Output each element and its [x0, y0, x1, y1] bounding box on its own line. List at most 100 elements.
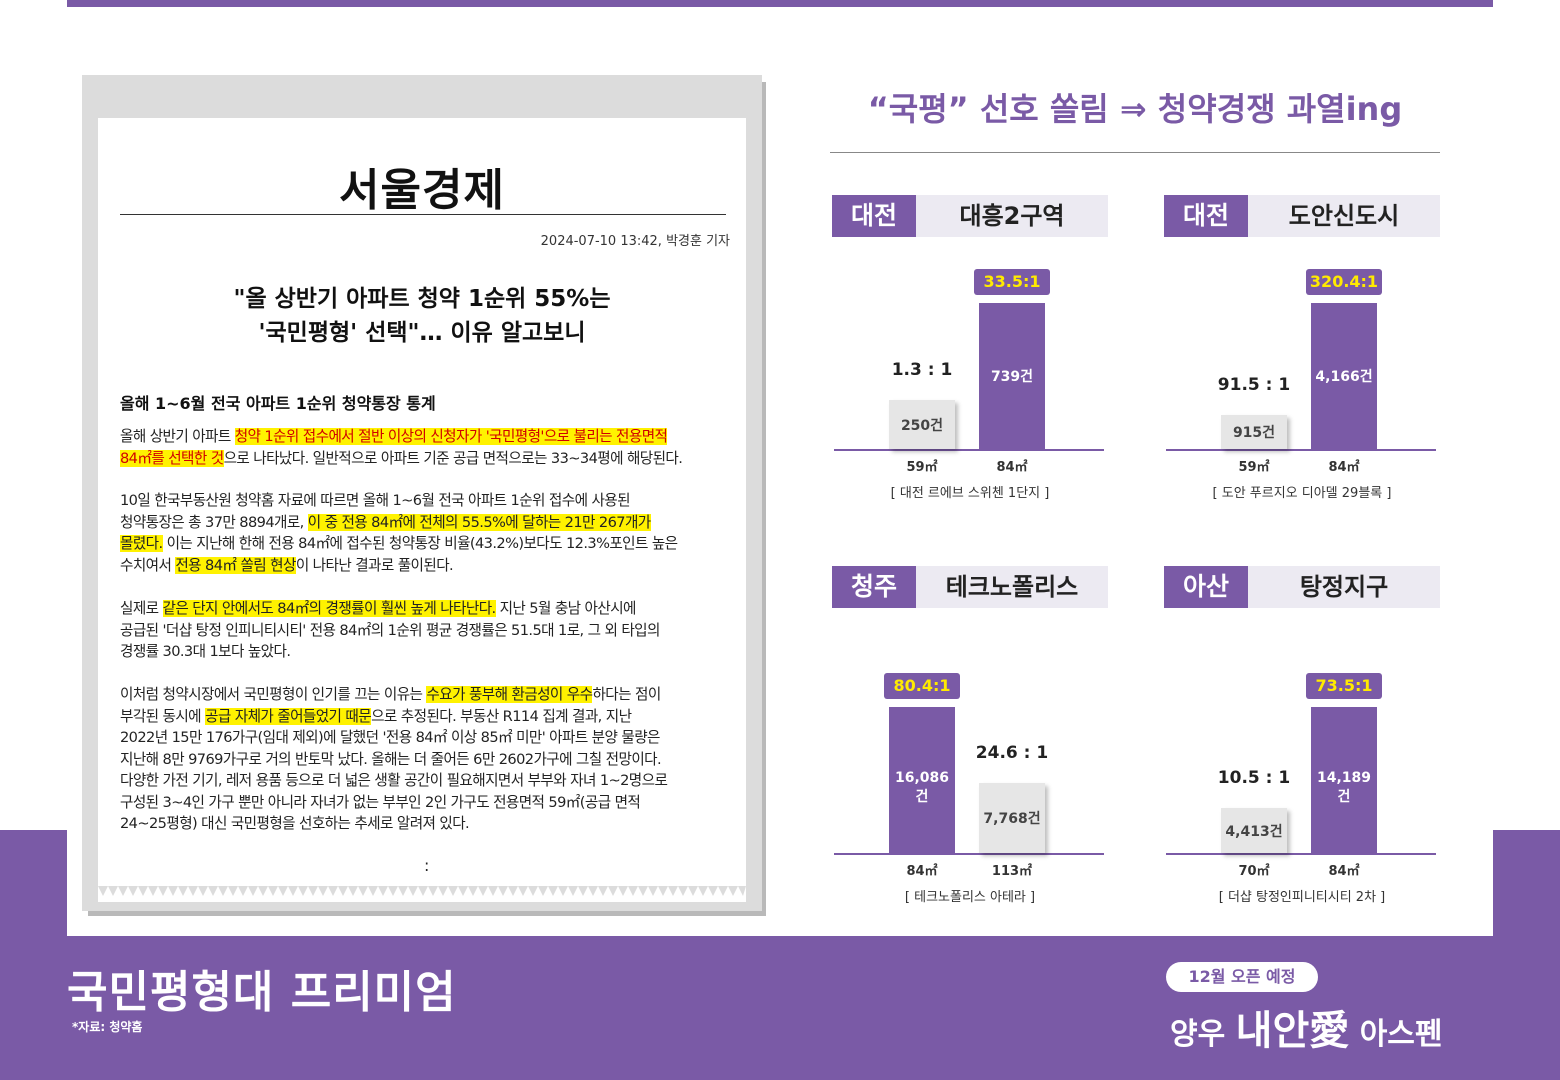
- bar-value-label: 14,189건: [1316, 770, 1372, 805]
- chart-bar: 250건: [889, 400, 955, 449]
- region-tag: 대전 도안신도시: [1164, 195, 1440, 237]
- bar-value-label: 739건: [990, 369, 1034, 385]
- headline-line-1: "올 상반기 아파트 청약 1순위 55%는: [233, 286, 611, 312]
- top-accent-bar: [67, 0, 1493, 7]
- newspaper-clipping: 서울경제 2024-07-10 13:42, 박경훈 기자 "올 상반기 아파트…: [98, 118, 746, 902]
- x-axis-label: 59㎡: [1238, 460, 1270, 475]
- p1-text: 올해 상반기 아파트: [120, 428, 235, 445]
- p2-text-3: 수치여서: [120, 556, 176, 574]
- x-axis-label: 84㎡: [1328, 460, 1360, 475]
- p4-highlight-2: 공급 자체가 줄어들었기 때문: [205, 707, 372, 725]
- source-note: *자료: 청약홈: [72, 1020, 143, 1034]
- region-tag: 청주 테크노폴리스: [832, 566, 1108, 608]
- p2-line-3: 몰렸다. 이는 지난해 한해 전용 84㎡에 접수된 청약통장 비율(43.2%…: [120, 533, 735, 555]
- article-subheading: 올해 1~6월 전국 아파트 1순위 청약통장 통계: [120, 394, 436, 413]
- p4-line-6: 구성된 3~4인 가구 뿐만 아니라 자녀가 없는 부부인 2인 가구도 전용면…: [120, 793, 641, 811]
- complex-caption: [ 더샵 탕정인피니티시티 2차 ]: [1218, 890, 1386, 905]
- chart-baseline: [1166, 449, 1436, 451]
- opening-badge: 12월 오픈 예정: [1166, 962, 1318, 992]
- region-city: 청주: [832, 566, 916, 608]
- chart-bar: 915건: [1221, 415, 1287, 449]
- region-city: 아산: [1164, 566, 1248, 608]
- article-paragraph-4: 이처럼 청약시장에서 국민평형이 인기를 끄는 이유는 수요가 풍부해 환금성이…: [120, 684, 735, 835]
- p2-highlight: 이 중 전용 84㎡에 전체의 55.5%에 달하는 21만 267개가: [307, 513, 651, 531]
- zigzag-bottom-edge: [98, 886, 746, 896]
- competition-ratio: 24.6 : 1: [975, 743, 1049, 763]
- complex-caption: [ 대전 르에브 스위첸 1단지 ]: [890, 486, 1050, 501]
- region-district: 테크노폴리스: [916, 566, 1108, 608]
- p4-text: 이처럼 청약시장에서 국민평형이 인기를 끄는 이유는: [120, 686, 427, 703]
- masthead-rule: [120, 214, 726, 215]
- chart-bar: 4,413건: [1221, 808, 1287, 853]
- p2-line-2: 청약통장은 총 37만 8894개로, 이 중 전용 84㎡에 전체의 55.5…: [120, 512, 735, 534]
- p4-text-3: 부각된 동시에: [120, 707, 206, 725]
- brand-logo: 양우 내안愛 아스펜: [1170, 998, 1443, 1056]
- brand-prefix: 양우: [1170, 1017, 1236, 1052]
- p4-line-4: 지난해 8만 9769가구로 거의 반토막 났다. 올해는 더 줄어든 6만 2…: [120, 750, 662, 768]
- p3-line-1: 실제로 같은 단지 안에서도 84㎡의 경쟁률이 훨씬 높게 나타난다. 지난 …: [120, 598, 735, 620]
- infographic-title: “국평” 선호 쏠림 ⇒ 청약경쟁 과열ing: [867, 90, 1403, 128]
- p3-text: 실제로: [120, 600, 163, 617]
- chart-baseline: [1166, 853, 1436, 855]
- region-district: 대흥2구역: [916, 195, 1108, 237]
- p2-line-4: 수치여서 전용 84㎡ 쏠림 현상이 나타난 결과로 풀이된다.: [120, 555, 735, 577]
- bar-value-label: 4,166건: [1315, 369, 1373, 385]
- competition-ratio-badge: 33.5:1: [974, 269, 1050, 295]
- x-axis-label: 84㎡: [906, 864, 938, 879]
- p4-text-2: 하다는 점이: [592, 686, 661, 703]
- p4-line-2: 부각된 동시에 공급 자체가 줄어들었기 때문으로 추정된다. 부동산 R114…: [120, 706, 735, 728]
- p1-line-1: 올해 상반기 아파트 청약 1순위 접수에서 절반 이상의 신청자가 '국민평형…: [120, 426, 735, 448]
- p4-highlight: 수요가 풍부해 환금성이 우수: [426, 686, 593, 703]
- chart-bar: 7,768건: [979, 783, 1045, 853]
- article-paragraph-1: 올해 상반기 아파트 청약 1순위 접수에서 절반 이상의 신청자가 '국민평형…: [120, 426, 735, 469]
- x-axis-label: 84㎡: [1328, 864, 1360, 879]
- bar-value-label: 16,086건: [894, 770, 950, 805]
- p4-text-4: 으로 추정된다. 부동산 R114 집계 결과, 지난: [371, 707, 632, 725]
- bar-value-label: 250건: [900, 418, 944, 434]
- p1-line-2: 84㎡를 선택한 것으로 나타났다. 일반적으로 아파트 기준 공급 면적으로는…: [120, 448, 735, 470]
- competition-ratio: 10.5 : 1: [1217, 768, 1291, 788]
- chart-baseline: [834, 853, 1104, 855]
- article-continuation-mark: :: [424, 856, 430, 875]
- p4-line-3: 2022년 15만 176가구(임대 제외)에 달했던 '전용 84㎡ 이상 8…: [120, 729, 660, 746]
- p2-text-2: 이는 지난해 한해 전용 84㎡에 접수된 청약통장 비율(43.2%)보다도 …: [162, 535, 679, 552]
- article-paragraph-2: 10일 한국부동산원 청약홈 자료에 따르면 올해 1~6월 전국 아파트 1순…: [120, 490, 735, 576]
- p1-highlight: 청약 1순위 접수에서 절반 이상의 신청자가 '국민평형'으로 불리는 전용면…: [234, 428, 668, 445]
- chart-bar: 4,166건: [1311, 303, 1377, 449]
- region-city: 대전: [1164, 195, 1248, 237]
- competition-ratio-badge: 73.5:1: [1306, 673, 1382, 699]
- chart-baseline: [834, 449, 1104, 451]
- p4-line-7: 24~25평형) 대신 국민평형을 선호하는 추세로 알려져 있다.: [120, 815, 470, 832]
- chart-bar: 14,189건: [1311, 707, 1377, 853]
- p1-highlight-2: 84㎡를 선택한 것: [120, 449, 224, 467]
- p2-highlight-2: 몰렸다.: [120, 535, 163, 552]
- p3-line-2: 공급된 '더샵 탕정 인피니티시티' 전용 84㎡의 1순위 평균 경쟁률은 5…: [120, 621, 660, 639]
- bar-value-label: 7,768건: [983, 811, 1041, 827]
- x-axis-label: 84㎡: [996, 460, 1028, 475]
- region-tag: 아산 탕정지구: [1164, 566, 1440, 608]
- article-headline: "올 상반기 아파트 청약 1순위 55%는 '국민평형' 선택"… 이유 알고…: [98, 282, 746, 350]
- region-tag: 대전 대흥2구역: [832, 195, 1108, 237]
- complex-caption: [ 테크노폴리스 아테라 ]: [904, 890, 1036, 905]
- competition-ratio-badge: 320.4:1: [1306, 269, 1382, 295]
- article-dateline: 2024-07-10 13:42, 박경훈 기자: [540, 234, 730, 249]
- competition-ratio-badge: 80.4:1: [884, 673, 960, 699]
- chart-bar: 16,086건: [889, 707, 955, 853]
- p3-highlight: 같은 단지 안에서도 84㎡의 경쟁률이 훨씬 높게 나타난다.: [162, 600, 496, 617]
- x-axis-label: 59㎡: [906, 460, 938, 475]
- p3-line-3: 경쟁률 30.3대 1보다 높았다.: [120, 643, 291, 660]
- region-city: 대전: [832, 195, 916, 237]
- p2-highlight-3: 전용 84㎡ 쏠림 현상: [175, 556, 296, 574]
- region-district: 도안신도시: [1248, 195, 1440, 237]
- brand-mark: 내안愛: [1235, 1007, 1350, 1054]
- p4-line-1: 이처럼 청약시장에서 국민평형이 인기를 끄는 이유는 수요가 풍부해 환금성이…: [120, 684, 735, 706]
- p1-text-2: 으로 나타났다. 일반적으로 아파트 기준 공급 면적으로는 33~34평에 해…: [223, 449, 683, 467]
- bar-value-label: 4,413건: [1225, 824, 1283, 840]
- title-rule: [830, 152, 1440, 153]
- competition-ratio: 91.5 : 1: [1217, 375, 1291, 395]
- p2-text-4: 이 나타난 결과로 풀이된다.: [295, 556, 454, 574]
- article-paragraph-3: 실제로 같은 단지 안에서도 84㎡의 경쟁률이 훨씬 높게 나타난다. 지난 …: [120, 598, 735, 663]
- competition-ratio: 1.3 : 1: [891, 360, 953, 380]
- headline-line-2: '국민평형' 선택"… 이유 알고보니: [258, 320, 586, 346]
